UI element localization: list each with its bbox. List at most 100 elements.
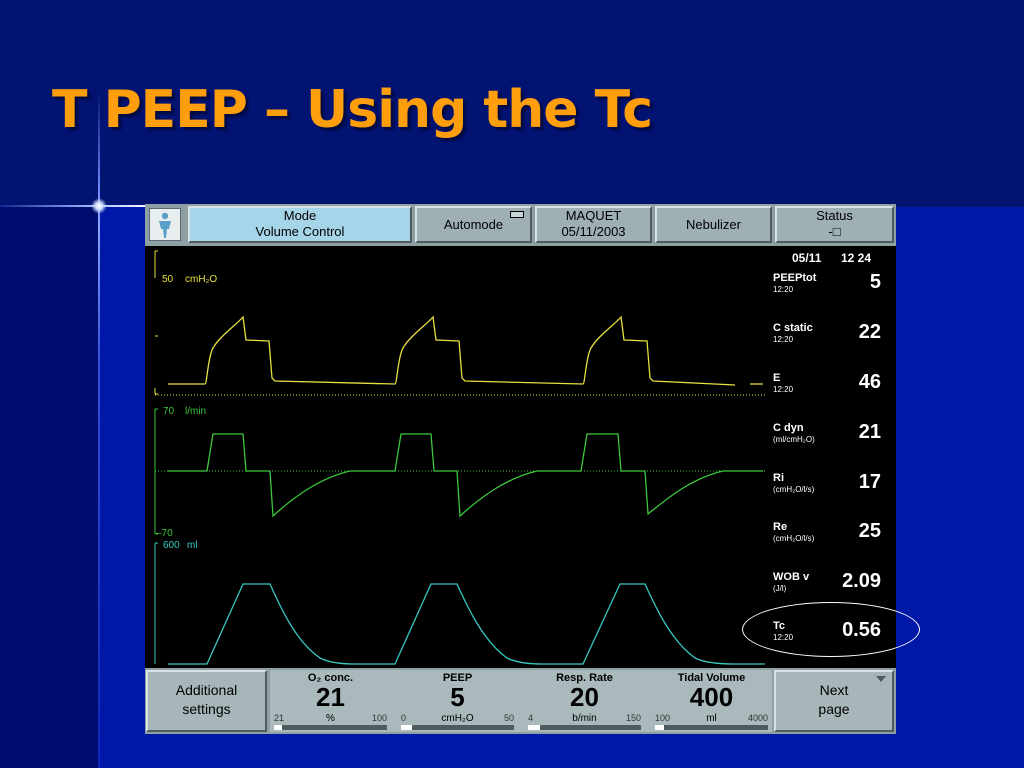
setting-min: 21 (274, 713, 285, 723)
setting-max: 100 (371, 713, 387, 723)
pressure-scale-max: 50 (162, 274, 174, 285)
brand-date-panel: MAQUET 05/11/2003 (535, 206, 652, 243)
value-label: PEEPtot (773, 272, 817, 284)
value-label: WOB v (773, 571, 810, 583)
setting-value: 5 (450, 682, 465, 712)
volume-unit: ml (187, 540, 198, 551)
setting-unit: cmH₂O (441, 713, 474, 724)
value-sub: (J/l) (773, 584, 787, 593)
value-number: 2.09 (842, 570, 881, 592)
value-number: 21 (858, 421, 881, 443)
value-sub: 12:20 (773, 285, 794, 294)
setting-slider-fill (401, 725, 413, 730)
flow-waveform (168, 433, 763, 518)
mode-button[interactable]: Mode Volume Control (188, 206, 412, 243)
value-peeptot: PEEPtot 12:20 5 (773, 271, 893, 313)
nebulizer-button[interactable]: Nebulizer (655, 206, 772, 243)
setting-min: 100 (655, 713, 671, 723)
volume-waveform (168, 583, 765, 665)
automode-label: Automode (443, 217, 504, 232)
panel-time: 12 24 (841, 251, 872, 265)
flow-scale: 70 l/min –70 (154, 406, 206, 539)
setting-min: 4 (528, 713, 534, 723)
setting-tidal-volume[interactable]: Tidal Volume 400 ml 100 4000 (651, 670, 772, 732)
value-number: 22 (858, 321, 881, 343)
status-button[interactable]: Status -□ (775, 206, 894, 243)
setting-unit: b/min (572, 713, 597, 724)
plug-icon: -□ (828, 224, 841, 239)
value-label: C dyn (773, 422, 804, 434)
ventilator-bottom-bar: Additional settings O₂ conc. 21 % 21 100… (145, 668, 896, 734)
mode-label: Mode (283, 208, 317, 223)
setting-value: 20 (570, 682, 599, 712)
additional-settings-line2: settings (182, 701, 231, 717)
value-label: Re (773, 521, 788, 533)
value-c-static: C static 12:20 22 (773, 321, 893, 363)
setting-peep[interactable]: PEEP 5 cmH₂O 0 50 (397, 670, 518, 732)
value-sub: (cmH₂O/l/s) (773, 485, 815, 494)
setting-name: O₂ conc. (307, 672, 354, 684)
value-c-dyn: C dyn (ml/cmH₂O) 21 (773, 421, 893, 463)
value-ri: Ri (cmH₂O/l/s) 17 (773, 471, 893, 513)
brand-label: MAQUET (565, 208, 622, 223)
additional-settings-line1: Additional (175, 682, 238, 698)
setting-name: PEEP (442, 672, 473, 684)
slide-background-left (0, 207, 98, 768)
next-page-line1: Next (819, 682, 849, 698)
setting-min: 0 (401, 713, 407, 723)
setting-slider-fill (274, 725, 282, 730)
value-sub: (ml/cmH₂O) (773, 435, 815, 444)
settings-area: O₂ conc. 21 % 21 100 PEEP 5 cmH₂O 0 50 R… (270, 670, 772, 732)
decorative-sparkle (91, 198, 107, 214)
value-sub: 12:20 (773, 385, 794, 394)
automode-button[interactable]: Automode (415, 206, 532, 243)
ventilator-screen: Mode Volume Control Automode MAQUET 05/1… (145, 204, 896, 734)
setting-slider-track[interactable] (655, 725, 768, 730)
setting-value: 21 (316, 682, 345, 712)
flow-scale-min: –70 (156, 528, 173, 539)
decorative-vertical-line (98, 90, 100, 768)
nebulizer-label: Nebulizer (686, 217, 741, 232)
setting-slider-fill (655, 725, 665, 730)
value-sub: 12:20 (773, 335, 794, 344)
setting-max: 4000 (747, 713, 768, 723)
next-page-button[interactable]: Next page (774, 670, 894, 732)
ventilator-top-bar: Mode Volume Control Automode MAQUET 05/1… (145, 204, 896, 246)
setting-unit: ml (706, 713, 717, 724)
value-label: C static (773, 322, 813, 334)
value-number: 17 (858, 471, 881, 493)
setting-value: 400 (689, 682, 734, 712)
setting-name: Resp. Rate (556, 672, 613, 684)
measured-values-panel: 05/11 12 24 PEEPtot 12:20 5 C static 12:… (765, 246, 896, 668)
setting-slider-track[interactable] (401, 725, 514, 730)
panel-date: 05/11 (792, 251, 822, 265)
value-number: 5 (869, 271, 881, 293)
flow-unit: l/min (185, 406, 206, 417)
value-label: Ri (773, 472, 784, 484)
value-number: 25 (858, 520, 881, 542)
pressure-scale: 50 cmH₂O (154, 250, 217, 395)
value-e: E 12:20 46 (773, 371, 893, 413)
value-sub: (cmH₂O/l/s) (773, 534, 815, 543)
value-number: 46 (858, 371, 881, 393)
mode-value: Volume Control (255, 224, 345, 239)
tc-highlight-ellipse (742, 602, 920, 657)
automode-indicator-icon (510, 211, 524, 218)
setting-o2-conc[interactable]: O₂ conc. 21 % 21 100 (270, 670, 391, 732)
setting-slider-track[interactable] (274, 725, 387, 730)
chevron-down-icon (876, 676, 886, 682)
setting-max: 50 (503, 713, 514, 723)
setting-slider-fill (528, 725, 541, 730)
slide-title: T PEEP – Using the Tc (52, 80, 653, 140)
setting-resp-rate[interactable]: Resp. Rate 20 b/min 4 150 (524, 670, 645, 732)
patient-icon[interactable] (149, 208, 181, 241)
pressure-unit: cmH₂O (185, 274, 217, 285)
decorative-horizontal-line (0, 205, 150, 207)
volume-scale-max: 600 (163, 540, 180, 551)
setting-slider-track[interactable] (528, 725, 641, 730)
value-label: E (773, 372, 781, 384)
additional-settings-button[interactable]: Additional settings (146, 670, 267, 732)
value-wob-v: WOB v (J/l) 2.09 (773, 570, 893, 612)
date-label: 05/11/2003 (561, 224, 626, 239)
slide-background-top (0, 0, 1024, 207)
